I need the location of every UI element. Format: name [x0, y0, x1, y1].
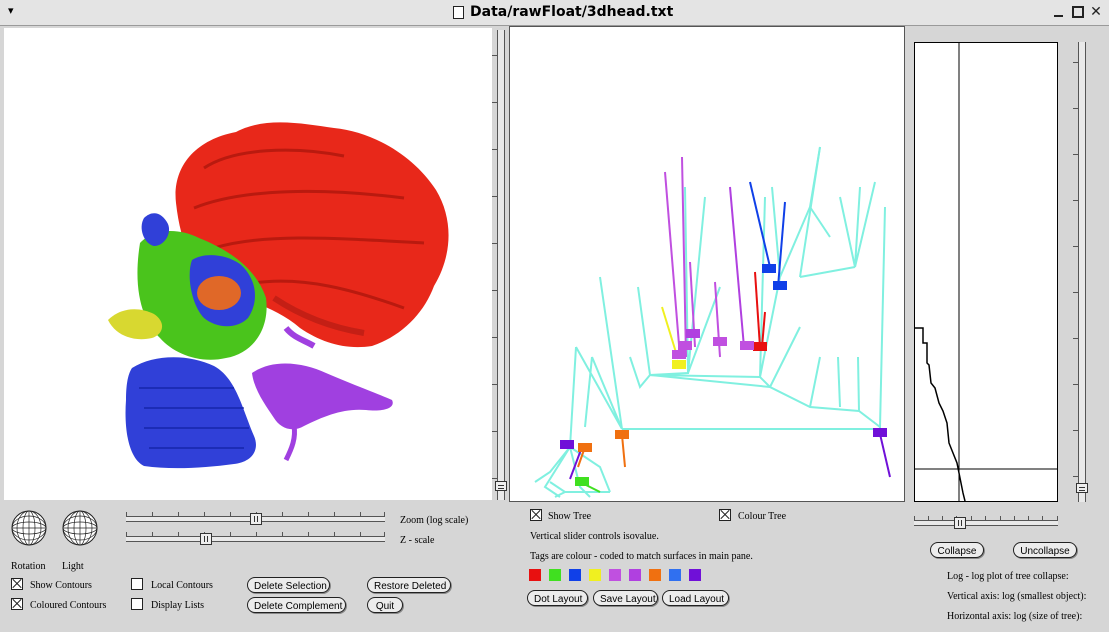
- right-slider-thumb[interactable]: [1076, 483, 1088, 493]
- zscale-label: Z - scale: [400, 535, 435, 546]
- isovalue-slider-thumb[interactable]: [495, 480, 507, 491]
- plot-slider-thumb[interactable]: [953, 517, 966, 529]
- dot-layout-button[interactable]: Dot Layout: [527, 590, 588, 606]
- minimize-icon[interactable]: [1053, 6, 1065, 18]
- window-title: Data/rawFloat/3dhead.txt: [470, 4, 674, 20]
- save-layout-button[interactable]: Save Layout: [593, 590, 658, 606]
- tag-swatch-indigo: [689, 569, 701, 581]
- zoom-slider[interactable]: [126, 512, 385, 525]
- nose-surface: [108, 309, 163, 340]
- info-isovalue-text: Vertical slider controls isovalue.: [530, 531, 659, 542]
- plot-info-horizontal: Horizontal axis: log (size of tree):: [947, 611, 1083, 622]
- local-contours-label: Local Contours: [151, 580, 213, 591]
- skull-front-surface: [125, 213, 256, 469]
- head-render: [108, 122, 449, 469]
- colour-tree-label: Colour Tree: [738, 511, 787, 522]
- right-slider[interactable]: [1073, 42, 1088, 502]
- light-label: Light: [62, 561, 84, 572]
- tag-swatch-lightblue: [669, 569, 681, 581]
- tag-swatch-blue: [569, 569, 581, 581]
- window-menu-icon[interactable]: ▾: [8, 4, 14, 17]
- document-icon: [453, 6, 464, 19]
- collapse-plot-pane: [914, 42, 1058, 502]
- jaw-surface: [252, 326, 393, 462]
- zscale-slider-thumb[interactable]: [200, 533, 213, 545]
- tag-swatch-purple: [629, 569, 641, 581]
- delete-complement-button[interactable]: Delete Complement: [247, 597, 346, 613]
- tag-swatch-orange: [649, 569, 661, 581]
- plot-horizontal-slider[interactable]: [914, 516, 1058, 529]
- isovalue-slider[interactable]: [492, 30, 507, 500]
- close-icon[interactable]: ✕: [1090, 4, 1102, 20]
- load-layout-button[interactable]: Load Layout: [662, 590, 729, 606]
- local-contours-checkbox[interactable]: [131, 578, 143, 590]
- zscale-slider[interactable]: [126, 532, 385, 545]
- rotation-trackball-icon[interactable]: [11, 510, 47, 546]
- contour-tree: [534, 146, 891, 498]
- restore-deleted-button[interactable]: Restore Deleted: [367, 577, 451, 593]
- colour-tree-checkbox[interactable]: [719, 509, 731, 521]
- tag-swatch-yellow: [589, 569, 601, 581]
- collapse-button[interactable]: Collapse: [930, 542, 984, 558]
- quit-button[interactable]: Quit: [367, 597, 403, 613]
- rotation-label: Rotation: [11, 561, 46, 572]
- info-tags-text: Tags are colour - coded to match surface…: [530, 551, 753, 562]
- show-contours-checkbox[interactable]: [11, 578, 23, 590]
- tree-tag-boxes: [560, 264, 887, 486]
- uncollapse-button[interactable]: Uncollapse: [1013, 542, 1077, 558]
- delete-selection-button[interactable]: Delete Selection: [247, 577, 330, 593]
- plot-info-vertical: Vertical axis: log (smallest object):: [947, 591, 1087, 602]
- light-trackball-icon[interactable]: [62, 510, 98, 546]
- plot-info-title: Log - log plot of tree collapse:: [947, 571, 1069, 582]
- 3d-viewport[interactable]: [4, 28, 492, 500]
- show-tree-checkbox[interactable]: [530, 509, 542, 521]
- zoom-slider-thumb[interactable]: [249, 513, 262, 525]
- display-lists-checkbox[interactable]: [131, 598, 143, 610]
- collapse-plot: [915, 43, 1057, 502]
- zoom-label: Zoom (log scale): [400, 515, 469, 526]
- coloured-contours-label: Coloured Contours: [30, 600, 107, 611]
- show-tree-label: Show Tree: [548, 511, 592, 522]
- collapse-curve: [915, 327, 966, 502]
- eye-surface: [197, 276, 241, 310]
- coloured-contours-checkbox[interactable]: [11, 598, 23, 610]
- tag-swatch-violet: [609, 569, 621, 581]
- display-lists-label: Display Lists: [151, 600, 205, 611]
- maximize-icon[interactable]: [1072, 6, 1084, 18]
- contour-tree-pane[interactable]: [509, 26, 905, 502]
- show-contours-label: Show Contours: [30, 580, 92, 591]
- tag-swatch-red: [529, 569, 541, 581]
- tag-swatch-green: [549, 569, 561, 581]
- title-bar: ▾ Data/rawFloat/3dhead.txt ✕: [0, 0, 1109, 26]
